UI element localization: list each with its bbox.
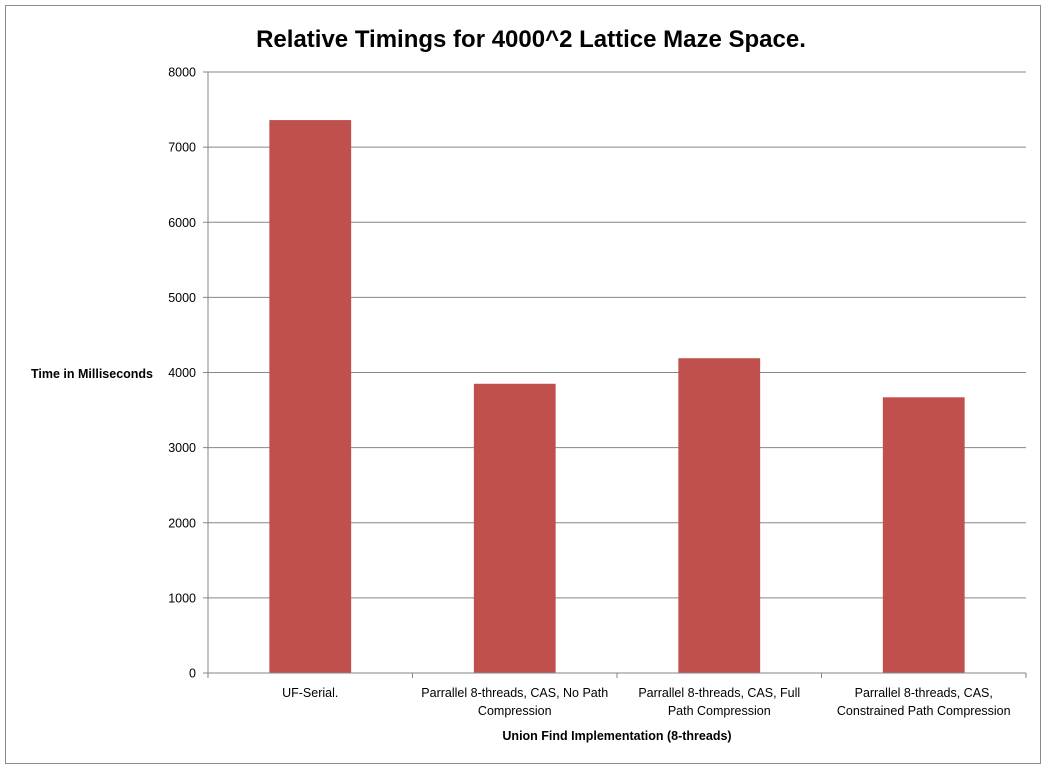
- x-category-label: Parrallel 8-threads, CAS, No Path Compres…: [421, 686, 608, 718]
- y-tick-label: 6000: [168, 216, 196, 230]
- labels: 0 1000 2000 3000 4000 5000 6000 7000 8000 UF-Seri…: [168, 66, 1010, 719]
- y-tick-label: 7000: [168, 141, 196, 155]
- y-tick-label: 8000: [168, 66, 196, 80]
- y-axis-title: Time in Milliseconds: [31, 367, 153, 381]
- y-tick-label: 2000: [168, 516, 196, 530]
- axes: [203, 71, 1027, 678]
- x-category-label: UF-Serial.: [282, 686, 338, 700]
- x-axis-title: Union Find Implementation (8-threads): [502, 729, 731, 743]
- y-tick-label: 0: [189, 667, 196, 681]
- bar: [269, 120, 352, 673]
- x-category-label: Parrallel 8-threads, CAS, Constrained Pat…: [837, 686, 1011, 718]
- bar: [678, 358, 761, 673]
- x-category-label: Parrallel 8-threads, CAS, Full Path Compr…: [638, 686, 800, 718]
- y-tick-label: 5000: [168, 291, 196, 305]
- bars: [269, 120, 965, 673]
- y-tick-label: 3000: [168, 441, 196, 455]
- bar: [473, 383, 556, 673]
- chart-title: Relative Timings for 4000^2 Lattice Maze…: [256, 26, 806, 53]
- bar: [882, 397, 965, 673]
- y-tick-label: 1000: [168, 591, 196, 605]
- y-tick-label: 4000: [168, 366, 196, 380]
